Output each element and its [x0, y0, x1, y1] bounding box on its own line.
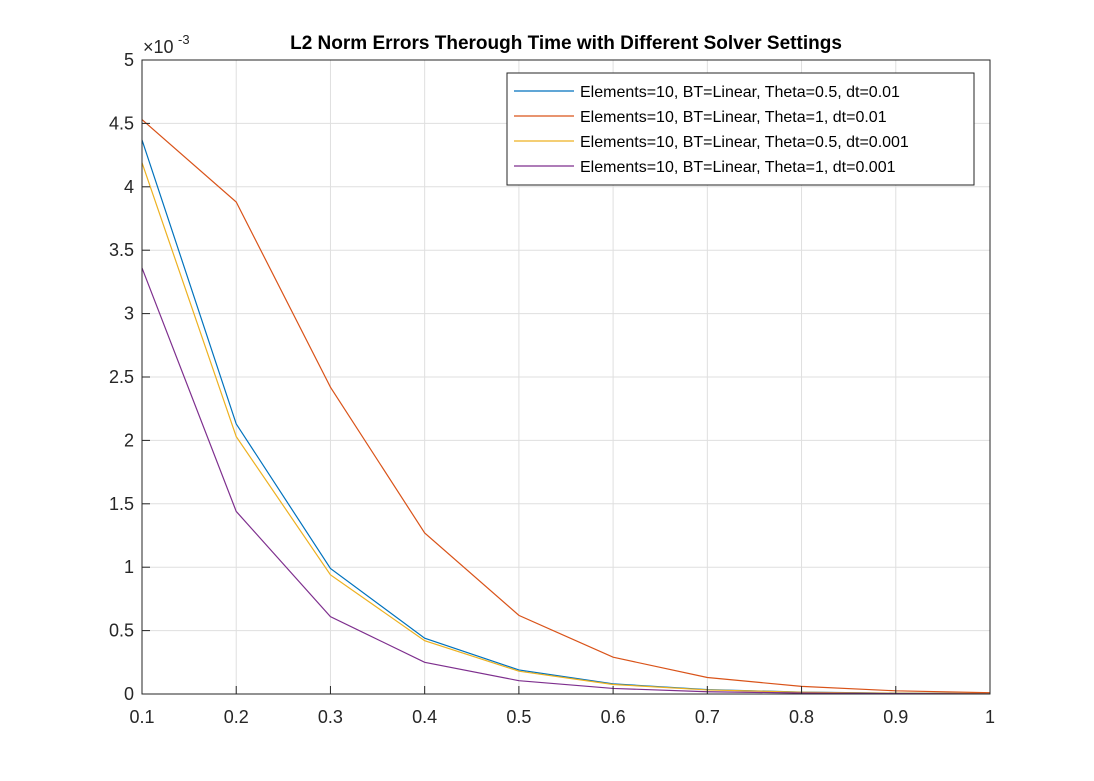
- chart-title: L2 Norm Errors Therough Time with Differ…: [290, 33, 842, 54]
- y-tick-label: 3: [124, 304, 134, 324]
- x-tick-label: 0.5: [506, 707, 531, 727]
- x-tick-label: 0.9: [883, 707, 908, 727]
- y-axis-ticks: 0 0.5 1 1.5 2 2.5 3 3.5 4 4.5 5: [109, 50, 150, 704]
- y-tick-label: 1: [124, 557, 134, 577]
- x-tick-label: 0.3: [318, 707, 343, 727]
- legend: Elements=10, BT=Linear, Theta=0.5, dt=0.…: [506, 72, 975, 186]
- x-tick-label: 0.7: [695, 707, 720, 727]
- y-tick-label: 2.5: [109, 367, 134, 387]
- y-tick-label: 1.5: [109, 494, 134, 514]
- x-tick-label: 0.8: [789, 707, 814, 727]
- legend-label: Elements=10, BT=Linear, Theta=1, dt=0.01: [580, 109, 887, 126]
- series-line-4: [141, 267, 991, 695]
- series-lines: [141, 119, 991, 695]
- y-tick-label: 0.5: [109, 621, 134, 641]
- x-tick-label: 1: [985, 707, 995, 727]
- y-tick-label: 5: [124, 50, 134, 70]
- legend-entry: Elements=10, BT=Linear, Theta=0.5, dt=0.…: [514, 134, 909, 151]
- series-line-2: [141, 119, 991, 694]
- y-exponent-base: ×10: [143, 37, 174, 57]
- legend-entry: Elements=10, BT=Linear, Theta=1, dt=0.01: [514, 109, 887, 126]
- y-tick-label: 3.5: [109, 240, 134, 260]
- x-tick-label: 0.2: [224, 707, 249, 727]
- y-tick-label: 4.5: [109, 113, 134, 133]
- x-tick-label: 0.6: [601, 707, 626, 727]
- x-tick-label: 0.1: [129, 707, 154, 727]
- legend-box: [506, 72, 975, 186]
- y-exponent-power: -3: [178, 32, 190, 47]
- y-tick-label: 0: [124, 684, 134, 704]
- y-tick-label: 2: [124, 430, 134, 450]
- legend-label: Elements=10, BT=Linear, Theta=0.5, dt=0.…: [580, 84, 900, 101]
- x-tick-label: 0.4: [412, 707, 437, 727]
- x-axis-ticks: 0.1 0.2 0.3 0.4 0.5 0.6 0.7 0.8 0.9 1: [129, 686, 995, 727]
- y-axis-exponent: ×10 -3: [143, 32, 190, 57]
- legend-label: Elements=10, BT=Linear, Theta=0.5, dt=0.…: [580, 134, 909, 151]
- legend-entry: Elements=10, BT=Linear, Theta=0.5, dt=0.…: [514, 84, 900, 101]
- legend-entry: Elements=10, BT=Linear, Theta=1, dt=0.00…: [514, 159, 896, 176]
- y-tick-label: 4: [124, 177, 134, 197]
- legend-label: Elements=10, BT=Linear, Theta=1, dt=0.00…: [580, 159, 896, 176]
